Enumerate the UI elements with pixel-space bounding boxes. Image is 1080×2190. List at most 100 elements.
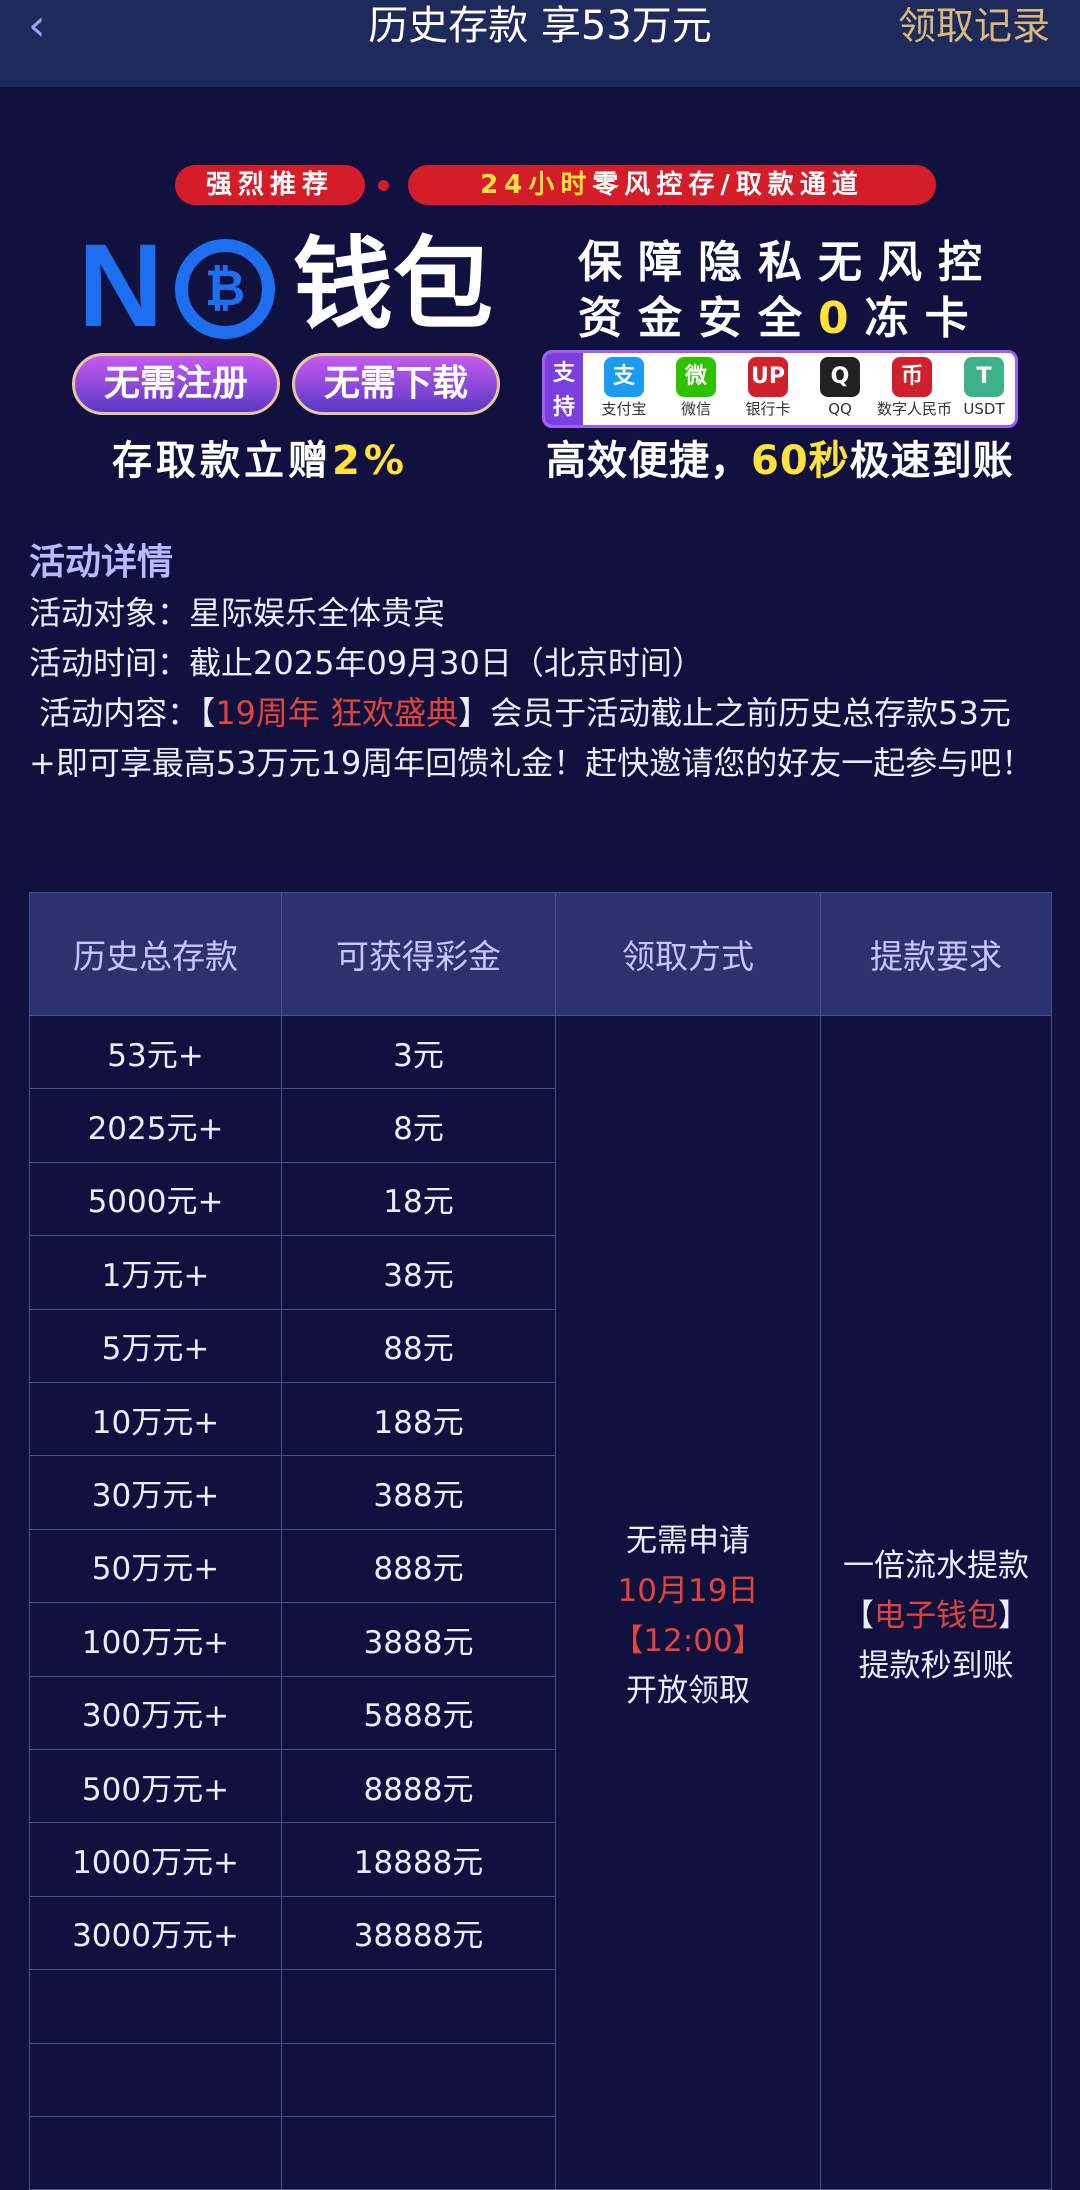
withdraw-line2: 【电子钱包】 (843, 1591, 1029, 1641)
bonus-amount-cell (281, 1969, 556, 2044)
slogan-safety-a: 资金安全 (578, 293, 818, 344)
deposit-tier-cell: 2025元+ (29, 1088, 282, 1163)
payment-label: USDT (963, 400, 1005, 418)
bonus-amount-cell: 3元 (281, 1015, 556, 1090)
bonus-amount-cell: 88元 (281, 1308, 556, 1383)
slogan-safety-b: 冻卡 (864, 293, 985, 344)
e-wallet-text: 电子钱包 (874, 1597, 998, 1634)
recommend-tag: 强烈推荐 (175, 165, 365, 205)
column-header: 提款要求 (820, 892, 1052, 1016)
payment-label: 微信 (680, 400, 711, 418)
speed-text: 高效便捷，60秒极速到账 (546, 433, 1014, 489)
payment-1: 微微信 (661, 357, 731, 421)
logo-text: N (78, 220, 164, 352)
bonus-label: 存取款立赠 (112, 438, 332, 484)
speed-highlight: 60秒 (751, 438, 850, 484)
bonus-amount-cell (281, 2116, 556, 2190)
deposit-tier-cell: 1000万元+ (29, 1822, 282, 1897)
page-title: 历史存款 享53万元 (368, 3, 712, 49)
bonus-amount-cell: 5888元 (281, 1675, 556, 1750)
bonus-amount-cell: 18888元 (281, 1822, 556, 1897)
claim-line4: 开放领取 (626, 1672, 750, 1709)
support-label: 支持 (545, 353, 583, 425)
content-prefix: 活动内容：【 (29, 694, 216, 732)
bonus-amount-cell (281, 2042, 556, 2117)
claim-date: 10月19日 (617, 1572, 759, 1609)
column-header: 领取方式 (555, 892, 821, 1016)
deposit-tier-cell: 500万元+ (29, 1749, 282, 1824)
speed-a: 高效便捷， (546, 438, 751, 484)
bonus-amount-cell: 38元 (281, 1235, 556, 1310)
withdraw-line1: 一倍流水提款 (843, 1547, 1029, 1584)
bonus-percent: 2% (332, 438, 408, 484)
activity-content: 活动内容：【19周年 狂欢盛典】会员于活动截止之前历史总存款53元+即可享最高5… (29, 688, 1049, 788)
speed-b: 极速到账 (849, 438, 1014, 484)
deposit-tier-cell: 5000元+ (29, 1161, 282, 1237)
deposit-tier-cell: 3000万元+ (29, 1895, 282, 1971)
details-title: 活动详情 (29, 542, 174, 583)
deposit-tier-cell (29, 1969, 282, 2044)
channel-tag: 24小时零风控存/取款通道 (408, 165, 936, 205)
payment-5: T USDT (949, 357, 1015, 421)
column-header: 历史总存款 (29, 892, 282, 1016)
bonus-amount-cell: 18元 (281, 1161, 556, 1237)
deposit-tier-cell: 1万元+ (29, 1235, 282, 1310)
bonus-amount-cell: 3888元 (281, 1602, 556, 1677)
bonus-amount-cell: 388元 (281, 1455, 556, 1530)
activity-target: 活动对象：星际娱乐全体贵宾 (29, 594, 446, 632)
claim-records-link[interactable]: 领取记录 (897, 4, 1050, 48)
payment-label: 支付宝 (601, 400, 647, 418)
payment-4: 币数字人民币 (877, 357, 953, 421)
column-header: 可获得彩金 (281, 892, 556, 1016)
bonus-amount-cell: 188元 (281, 1382, 556, 1457)
payment-logo-icon: T (964, 357, 1004, 397)
tag-rest: 零风控存/取款通道 (592, 170, 864, 200)
payment-methods: 支持 支支付宝微微信 UP 银行卡 Q QQ 币数字人民币 T USDT (542, 350, 1018, 428)
deposit-tier-cell: 300万元+ (29, 1675, 282, 1750)
no-download-pill: 无需下载 (292, 353, 500, 415)
deposit-tier-cell (29, 2116, 282, 2190)
bracket: 【 (843, 1597, 874, 1634)
payment-label: 数字人民币 (877, 400, 953, 418)
payment-logo-icon: 微 (676, 357, 716, 397)
bonus-amount-cell: 38888元 (281, 1895, 556, 1971)
content-rest: 】会员于活动截止之前历史总存款53元+即可享最高53万元19周年回馈礼金！赶快邀… (29, 694, 1034, 782)
deposit-tier-cell: 5万元+ (29, 1308, 282, 1383)
payment-3: Q QQ (805, 357, 875, 421)
payment-logo-icon: 支 (604, 357, 644, 397)
withdraw-requirement-cell: 一倍流水提款 【电子钱包】 提款秒到账 (820, 1015, 1052, 2190)
payment-label: QQ (828, 400, 852, 418)
deposit-tier-cell: 10万元+ (29, 1382, 282, 1457)
slogan-zero: 0 (818, 293, 865, 344)
payment-logo-icon: Q (820, 357, 860, 397)
deposit-tier-cell: 30万元+ (29, 1455, 282, 1530)
bonus-amount-cell: 8888元 (281, 1749, 556, 1824)
chevron-left-icon[interactable]: ‹ (28, 0, 46, 51)
payment-logo-icon: 币 (892, 357, 932, 397)
no-register-pill: 无需注册 (72, 353, 280, 415)
activity-time: 活动时间：截止2025年09月30日（北京时间） (29, 644, 704, 682)
top-bar: ‹ 历史存款 享53万元 领取记录 (0, 0, 1080, 87)
deposit-tier-cell (29, 2042, 282, 2117)
claim-method-cell: 无需申请 10月19日 【12:00】 开放领取 (555, 1015, 821, 2190)
promo-banner[interactable]: 强烈推荐 24小时零风控存/取款通道 N ₿ 钱包 保障隐私无风控 资金安全0冻… (0, 155, 1080, 495)
slogan-privacy: 保障隐私无风控 (578, 237, 998, 288)
bracket: 】 (998, 1597, 1029, 1634)
claim-time: 【12:00】 (612, 1622, 764, 1659)
deposit-tier-cell: 50万元+ (29, 1528, 282, 1604)
deposit-tier-cell: 53元+ (29, 1015, 282, 1090)
withdraw-line3: 提款秒到账 (858, 1647, 1014, 1684)
content-highlight: 19周年 狂欢盛典 (215, 694, 459, 732)
wallet-title: 钱包 (293, 226, 493, 343)
payment-logo-icon: UP (748, 357, 788, 397)
deposit-tier-cell: 100万元+ (29, 1602, 282, 1677)
bonus-amount-cell: 8元 (281, 1088, 556, 1163)
tag-highlight: 24小时 (480, 170, 593, 200)
activity-details: 活动详情 活动对象：星际娱乐全体贵宾 活动时间：截止2025年09月30日（北京… (29, 538, 1049, 788)
dot-separator (378, 180, 389, 191)
payment-2: UP 银行卡 (733, 357, 803, 421)
payment-0: 支支付宝 (589, 357, 659, 421)
payment-label: 银行卡 (745, 400, 791, 418)
bonus-text: 存取款立赠2% (112, 433, 408, 489)
claim-line1: 无需申请 (626, 1522, 750, 1559)
